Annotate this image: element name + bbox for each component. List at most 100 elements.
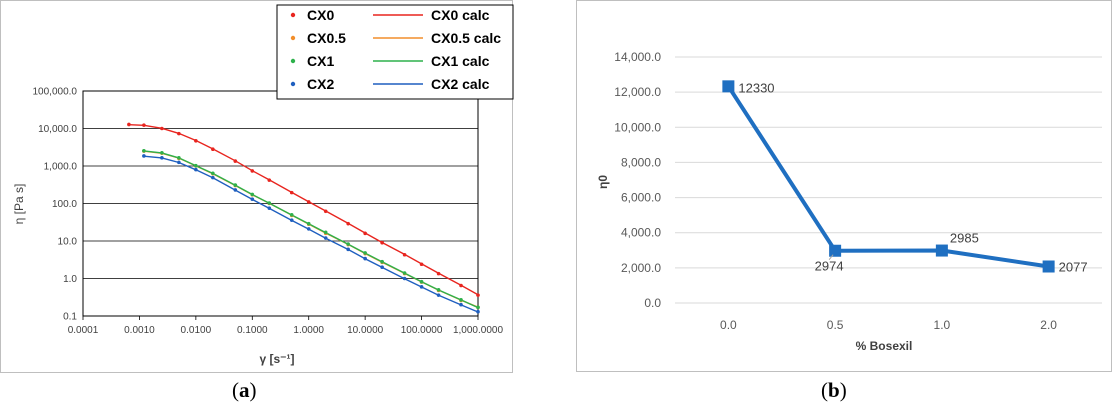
series-line-eta0 — [726, 85, 1049, 269]
chart-b-y-tick-label: 14,000.0 — [614, 50, 661, 64]
chart-b-x-axis-label: % Bosexil — [856, 339, 913, 353]
data-point-cx1 — [211, 171, 215, 176]
series-line-cx0-calc — [128, 124, 479, 296]
data-point-cx0 — [160, 126, 164, 131]
data-point-cx2 — [459, 302, 463, 307]
legend-label: CX2 — [307, 76, 334, 92]
chart-b-x-tick-label: 2.0 — [1040, 318, 1057, 332]
data-point-cx2 — [267, 206, 272, 210]
data-point-cx0 — [346, 221, 350, 226]
data-point-cx1 — [380, 259, 384, 264]
data-point-cx2 — [323, 236, 328, 240]
data-point-cx0 — [211, 147, 215, 152]
data-point-cx2 — [142, 154, 146, 158]
data-point-cx2 — [289, 218, 294, 222]
data-point-cx1 — [436, 287, 441, 292]
legend-marker-cx2 — [290, 81, 296, 87]
data-point-cx2 — [211, 175, 215, 180]
legend-marker-cx1 — [290, 58, 296, 64]
chart-a-x-tick-label: 10.0000 — [347, 325, 384, 336]
data-point-cx2 — [419, 285, 424, 289]
series-line-cx1-calc — [143, 150, 479, 309]
chart-a-y-tick-label: 100,000.0 — [33, 87, 78, 98]
data-label: 12330 — [738, 80, 774, 95]
chart-b-y-tick-label: 6,000.0 — [621, 191, 661, 205]
legend-label: CX2 calc — [431, 76, 490, 92]
chart-b-svg: 0.0 2,000.0 4,000.0 6,000.0 8,000.0 10,000.0 1… — [596, 50, 1102, 353]
chart-a-x-tick-label: 1.0000 — [293, 325, 324, 336]
chart-a-x-axis-label: γ [s⁻¹] — [259, 352, 294, 366]
data-point-cx1 — [177, 156, 181, 160]
data-label: 2985 — [950, 231, 979, 246]
data-point-cx2 — [402, 276, 407, 281]
chart-b-y-tick-label: 12,000.0 — [614, 85, 661, 99]
data-point-cx2 — [306, 227, 311, 231]
caption-b-open: ( — [821, 378, 828, 402]
caption-a-open: ( — [232, 378, 239, 402]
legend-marker-cx0-5 — [290, 35, 296, 41]
data-marker-eta0 — [935, 244, 948, 257]
data-point-cx2 — [177, 160, 181, 165]
data-point-cx2 — [476, 309, 480, 314]
data-point-cx2 — [160, 156, 164, 160]
data-point-cx0 — [459, 283, 463, 288]
data-marker-eta0 — [722, 80, 735, 93]
chart-b-y-tick-label: 10,000.0 — [614, 120, 661, 134]
chart-b-y-tick-label: 8,000.0 — [621, 155, 661, 169]
chart-a-x-tick-label: 100.0000 — [401, 325, 443, 336]
caption-a: (a) — [232, 378, 257, 403]
chart-a-svg: 0.11.010.0100.01,000.010,000.0100,000.0 … — [12, 4, 514, 366]
chart-a-x-ticks: 0.0001 0.0010 0.0100 0.1000 1.0000 10.0000 100… — [68, 316, 503, 336]
chart-a-x-tick-label: 0.0001 — [68, 325, 99, 336]
chart-b-x-tick-label: 1.0 — [934, 318, 951, 332]
data-point-cx1 — [160, 150, 164, 155]
data-point-cx0 — [436, 271, 441, 276]
chart-a-x-tick-label: 0.1000 — [237, 325, 268, 336]
data-point-cx1 — [459, 298, 463, 302]
data-point-cx1 — [289, 212, 294, 217]
data-point-cx0 — [267, 178, 272, 182]
chart-b-y-ticks: 0.0 2,000.0 4,000.0 6,000.0 8,000.0 10,000.0 1… — [614, 50, 661, 310]
chart-a-x-tick-label: 0.0100 — [181, 325, 212, 336]
data-point-cx0 — [194, 138, 198, 143]
data-point-cx1 — [250, 192, 255, 197]
data-point-cx1 — [346, 242, 350, 246]
chart-b-y-tick-label: 4,000.0 — [621, 226, 661, 240]
caption-a-letter: a — [239, 378, 250, 402]
legend-label: CX1 — [307, 53, 334, 69]
chart-a-y-tick-label: 1,000.0 — [44, 162, 78, 173]
data-point-cx1 — [363, 251, 367, 255]
data-point-cx0 — [233, 159, 238, 163]
chart-b-x-tick-label: 0.0 — [720, 318, 737, 332]
data-point-cx0 — [127, 122, 131, 127]
data-label: 2077 — [1059, 260, 1088, 275]
legend-label: CX0 calc — [431, 7, 490, 23]
chart-a-legend: CX0 CX0.5 CX1 CX2 CX0 calc CX0.5 calc CX1 calc… — [276, 4, 514, 100]
data-label-leader-line — [828, 254, 834, 261]
data-point-cx0 — [402, 252, 407, 257]
data-point-cx1 — [402, 271, 407, 275]
chart-a-y-tick-label: 1.0 — [63, 274, 77, 285]
data-point-cx2 — [250, 197, 255, 202]
data-point-cx1 — [419, 279, 424, 284]
data-label: 2974 — [815, 259, 844, 274]
caption-b-letter: b — [828, 378, 840, 402]
chart-b-series: 12330 2974 2985 2077 — [722, 80, 1088, 275]
legend-label: CX0.5 — [307, 30, 346, 46]
data-point-cx1 — [142, 148, 146, 153]
series-line-cx2-calc — [143, 155, 479, 313]
data-point-cx1 — [476, 305, 480, 310]
data-point-cx2 — [436, 293, 441, 297]
data-point-cx0 — [380, 240, 384, 245]
data-point-cx2 — [380, 265, 384, 270]
data-point-cx0 — [323, 209, 328, 214]
data-point-cx2 — [363, 256, 367, 261]
data-point-cx2 — [233, 188, 238, 192]
legend-label: CX0 — [307, 7, 334, 23]
legend-label: CX0.5 calc — [431, 30, 501, 46]
data-point-cx2 — [194, 167, 198, 172]
data-point-cx0 — [250, 169, 255, 173]
data-point-cx0 — [289, 190, 294, 195]
chart-panel-a: 0.1 1.0 10.0 100.0 1,000.0 10,000.0 100,000.0 … — [0, 0, 514, 373]
data-point-cx2 — [346, 247, 350, 252]
